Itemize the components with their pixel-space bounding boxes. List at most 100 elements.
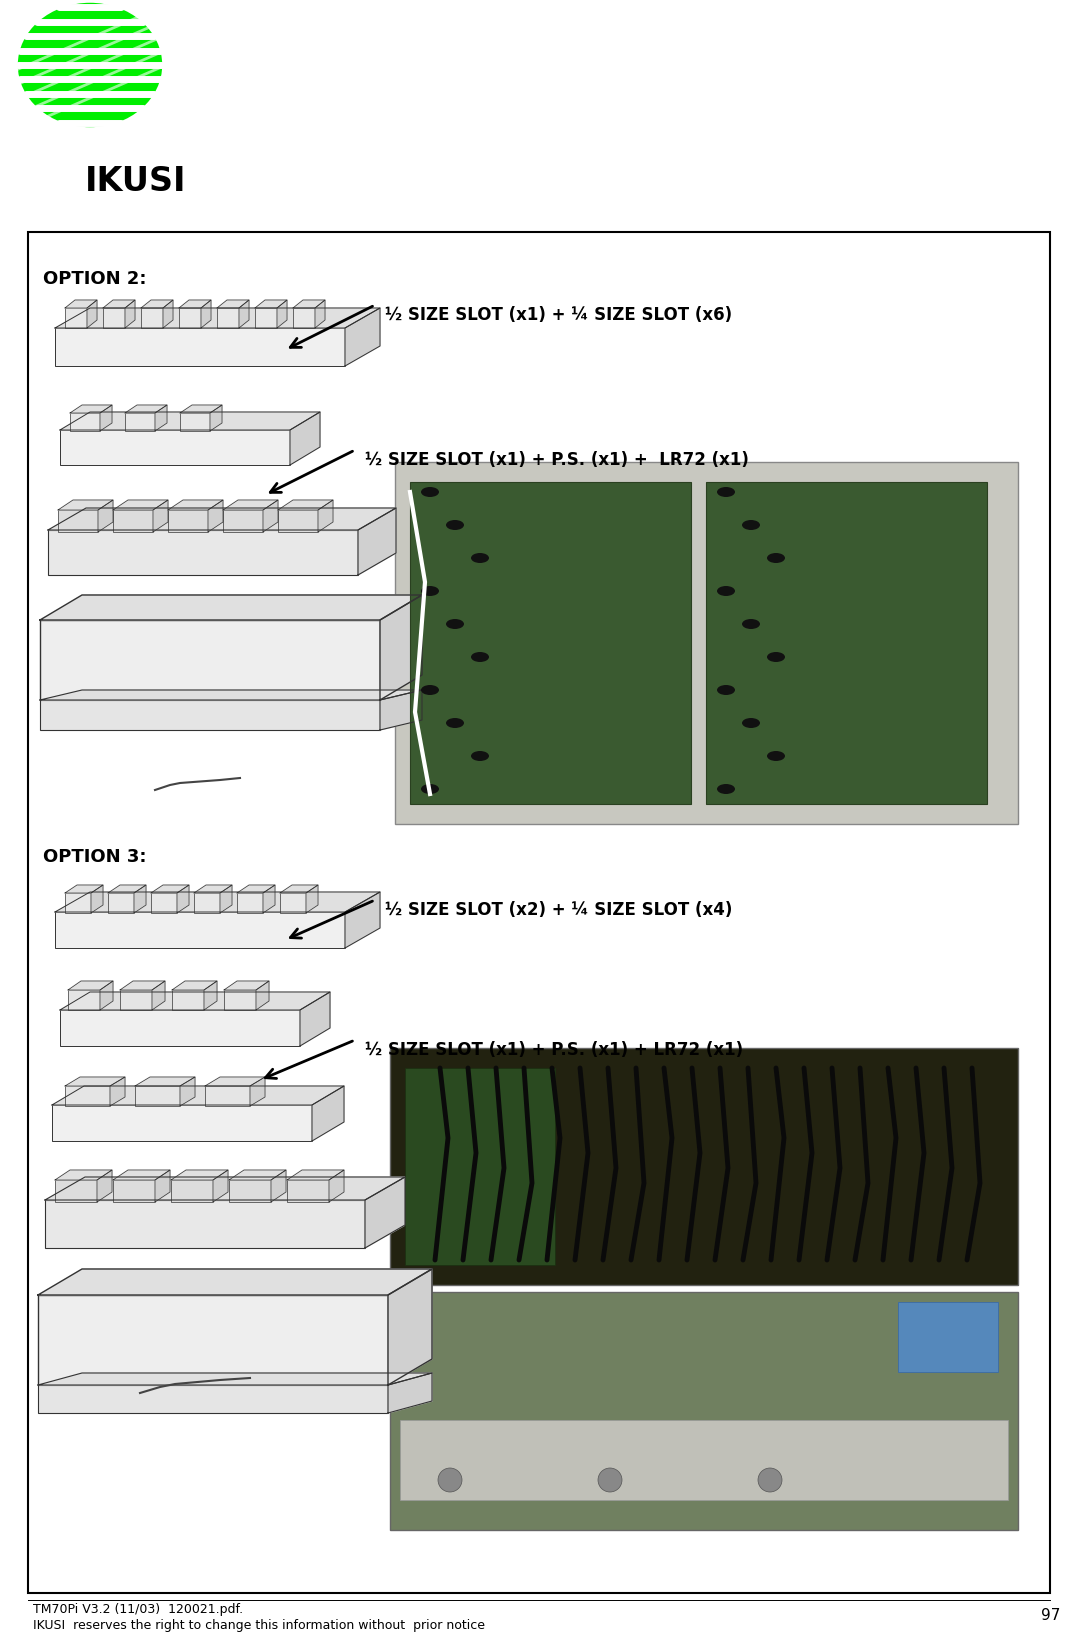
Polygon shape <box>108 885 146 893</box>
Polygon shape <box>208 501 223 532</box>
Polygon shape <box>172 982 217 990</box>
Ellipse shape <box>421 586 439 596</box>
Bar <box>38 1296 388 1386</box>
Polygon shape <box>250 1076 265 1106</box>
Bar <box>60 1009 300 1045</box>
Bar <box>58 510 98 532</box>
Polygon shape <box>318 501 332 532</box>
Bar <box>65 893 91 913</box>
Text: IKUSI  reserves the right to change this information without  prior notice: IKUSI reserves the right to change this … <box>33 1620 485 1633</box>
Polygon shape <box>38 1373 431 1386</box>
Ellipse shape <box>421 488 439 497</box>
Ellipse shape <box>767 653 785 663</box>
Text: ½ SIZE SLOT (x2) + ¼ SIZE SLOT (x4): ½ SIZE SLOT (x2) + ¼ SIZE SLOT (x4) <box>385 901 733 919</box>
Polygon shape <box>40 596 422 620</box>
Ellipse shape <box>717 685 735 695</box>
Bar <box>280 893 306 913</box>
Bar <box>103 308 125 327</box>
Bar <box>171 1180 213 1202</box>
Polygon shape <box>210 406 222 430</box>
Bar <box>70 412 100 430</box>
Text: ½ SIZE SLOT (x1) + P.S. (x1) + LR72 (x1): ½ SIZE SLOT (x1) + P.S. (x1) + LR72 (x1) <box>365 1040 744 1058</box>
Polygon shape <box>65 299 97 308</box>
Polygon shape <box>65 1076 125 1086</box>
Polygon shape <box>55 892 380 911</box>
Polygon shape <box>217 299 249 308</box>
Circle shape <box>758 1467 782 1492</box>
Ellipse shape <box>742 520 760 530</box>
Polygon shape <box>125 299 134 327</box>
Polygon shape <box>229 1170 286 1180</box>
Polygon shape <box>55 308 380 327</box>
Bar <box>706 483 987 803</box>
Bar <box>55 911 345 947</box>
Ellipse shape <box>717 784 735 793</box>
Polygon shape <box>358 509 396 574</box>
Polygon shape <box>287 1170 344 1180</box>
Polygon shape <box>91 885 103 913</box>
Polygon shape <box>113 501 168 510</box>
Text: 97: 97 <box>1040 1608 1060 1623</box>
Polygon shape <box>213 1170 228 1202</box>
Polygon shape <box>65 885 103 893</box>
Bar <box>206 1086 250 1106</box>
Bar <box>113 510 153 532</box>
Bar <box>48 530 358 574</box>
Bar <box>121 990 152 1009</box>
Bar <box>52 1104 312 1140</box>
Polygon shape <box>134 1076 195 1086</box>
Bar <box>898 1302 999 1373</box>
Polygon shape <box>45 1176 405 1199</box>
Polygon shape <box>152 982 165 1009</box>
Polygon shape <box>306 885 318 913</box>
Polygon shape <box>223 501 278 510</box>
Bar <box>108 893 134 913</box>
Polygon shape <box>58 501 113 510</box>
Bar <box>168 510 208 532</box>
Ellipse shape <box>717 586 735 596</box>
Polygon shape <box>121 982 165 990</box>
Circle shape <box>598 1467 622 1492</box>
Polygon shape <box>55 1170 112 1180</box>
Bar <box>293 308 315 327</box>
Ellipse shape <box>471 653 489 663</box>
Polygon shape <box>155 406 167 430</box>
Bar <box>45 1199 365 1248</box>
Polygon shape <box>255 299 287 308</box>
Polygon shape <box>70 406 112 412</box>
Ellipse shape <box>445 520 464 530</box>
Bar <box>194 893 220 913</box>
Polygon shape <box>201 299 211 327</box>
Polygon shape <box>380 690 422 730</box>
Polygon shape <box>224 982 269 990</box>
Bar <box>179 308 201 327</box>
Text: OPTION 2:: OPTION 2: <box>43 270 146 288</box>
Bar <box>55 327 345 366</box>
Ellipse shape <box>717 488 735 497</box>
Polygon shape <box>87 299 97 327</box>
Bar <box>255 308 277 327</box>
Polygon shape <box>151 885 189 893</box>
Polygon shape <box>180 406 222 412</box>
Polygon shape <box>40 690 422 700</box>
Text: ½ SIZE SLOT (x1) + ¼ SIZE SLOT (x6): ½ SIZE SLOT (x1) + ¼ SIZE SLOT (x6) <box>385 306 732 324</box>
Ellipse shape <box>421 685 439 695</box>
Bar <box>40 700 380 730</box>
Polygon shape <box>293 299 325 308</box>
Polygon shape <box>52 1086 344 1104</box>
Polygon shape <box>237 885 275 893</box>
Ellipse shape <box>421 784 439 793</box>
Ellipse shape <box>767 553 785 563</box>
Polygon shape <box>180 1076 195 1106</box>
Bar <box>390 1292 1018 1530</box>
Text: TM70Pi V3.2 (11/03)  120021.pdf.: TM70Pi V3.2 (11/03) 120021.pdf. <box>33 1603 243 1616</box>
Polygon shape <box>278 501 332 510</box>
Polygon shape <box>256 982 269 1009</box>
Bar <box>180 412 210 430</box>
Polygon shape <box>68 982 113 990</box>
Polygon shape <box>100 982 113 1009</box>
Bar <box>395 461 1018 825</box>
Polygon shape <box>176 885 189 913</box>
Polygon shape <box>162 299 173 327</box>
Circle shape <box>438 1467 462 1492</box>
